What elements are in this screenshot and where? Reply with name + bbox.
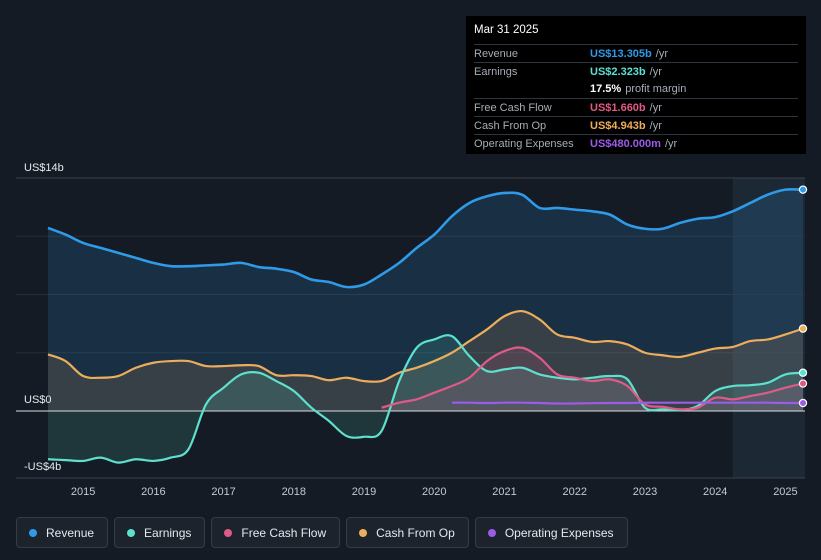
tooltip-value: 17.5% [590,83,622,96]
revenue-dot-icon [29,528,37,537]
tooltip-unit: /yr [649,119,662,132]
x-tick-label: 2025 [773,486,797,498]
free-cash-flow-end-marker [798,379,808,388]
legend-item-cash-from-op[interactable]: Cash From Op [346,517,469,548]
cash-from-op-dot-icon [359,528,368,537]
legend-item-revenue[interactable]: Revenue [16,517,109,548]
revenue-end-marker [798,185,808,194]
legend-label: Free Cash Flow [241,525,327,540]
earnings-dot-icon [127,528,136,537]
tooltip-label: Revenue [474,47,519,60]
x-tick-label: 2021 [492,486,516,498]
y-axis-label-top: US$14b [24,162,64,174]
tooltip-value: US$2.323b [590,65,646,78]
tooltip-row-profit-margin: 17.5% profit margin [474,81,798,98]
x-tick-label: 2023 [633,486,657,498]
tooltip-row-cash-from-op: Cash From Op US$4.943b /yr [474,116,798,134]
x-tick-label: 2020 [422,486,446,498]
tooltip-unit: /yr [649,101,662,114]
cash-from-op-end-marker [798,324,808,333]
free-cash-flow-dot-icon [224,528,233,537]
x-tick-label: 2015 [71,486,95,498]
legend-item-earnings[interactable]: Earnings [114,517,206,548]
cash-from-op-area [48,311,803,411]
tooltip-unit: /yr [655,47,668,60]
legend-label: Earnings [144,525,192,540]
tooltip-value: US$13.305b [590,47,652,60]
legend-label: Revenue [46,525,95,540]
x-tick-label: 2019 [352,486,376,498]
tooltip-date: Mar 31 2025 [474,24,539,36]
forecast-shade [732,178,805,478]
legend-label: Cash From Op [376,525,455,540]
tooltip-unit: /yr [664,138,678,151]
revenue-line [47,187,804,289]
tooltip-row-free-cash-flow: Free Cash Flow US$1.660b /yr [474,97,798,116]
tooltip-label: Free Cash Flow [474,101,552,114]
earnings-end-marker [798,368,808,377]
x-tick-label: 2017 [211,486,235,498]
earnings-area [48,335,803,463]
tooltip-value: US$480.000m [590,138,661,151]
y-axis-label-bottom: -US$4b [24,461,61,473]
tooltip-row-operating-expenses: Operating Expenses US$480.000m /yr [474,134,798,152]
cash-from-op-line [47,309,804,383]
revenue-area [48,189,803,411]
operating-expenses-end-marker [798,398,808,408]
tooltip-label: Earnings [474,65,518,78]
tooltip-value: US$4.943b [590,119,646,132]
y-axis-label-zero: US$0 [24,394,52,406]
legend-item-free-cash-flow[interactable]: Free Cash Flow [211,517,341,548]
legend-label: Operating Expenses [504,525,614,540]
tooltip-label: Operating Expenses [474,138,574,151]
tooltip-label: Cash From Op [474,119,547,132]
operating-expenses-line [451,401,804,405]
x-tick-label: 2024 [703,486,727,498]
operating-expenses-dot-icon [487,528,496,537]
x-tick-label: 2016 [141,486,165,498]
tooltip-unit: /yr [649,65,662,78]
tooltip-unit: profit margin [625,83,687,96]
legend-item-operating-expenses[interactable]: Operating Expenses [474,517,628,548]
tooltip-row-revenue: Revenue US$13.305b /yr [474,44,798,62]
free-cash-flow-line [381,346,804,411]
free-cash-flow-area [381,347,803,411]
x-tick-label: 2018 [282,486,306,498]
tooltip-value: US$1.660b [590,101,646,114]
tooltip-row-earnings: Earnings US$2.323b /yr [474,62,798,80]
tooltip-panel: Mar 31 2025 Revenue US$13.305b /yr Earni… [466,16,806,154]
legend: Revenue Earnings Free Cash Flow Cash Fro… [16,517,628,548]
x-tick-label: 2022 [563,486,587,498]
